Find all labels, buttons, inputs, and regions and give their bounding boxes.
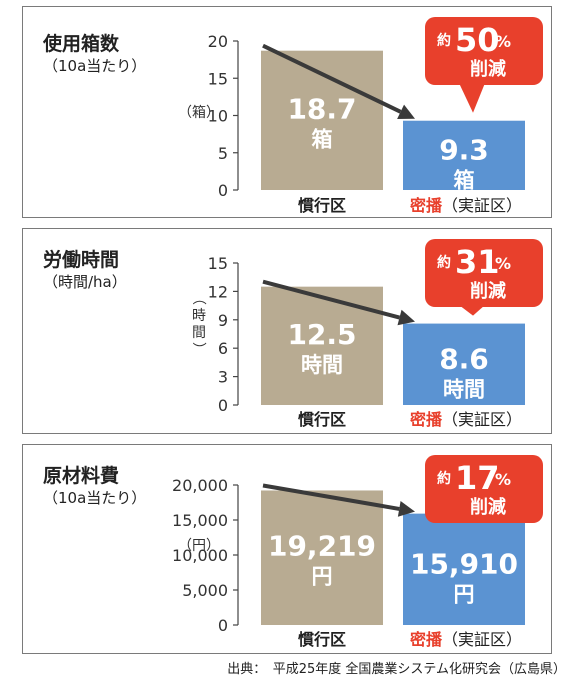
y-axis-label: （円） (178, 538, 220, 554)
callout-bubble (425, 239, 543, 307)
trend-arrow-head (397, 501, 415, 517)
category-label-dense: 密播（実証区） (409, 630, 522, 649)
y-axis-label: ） (190, 342, 206, 356)
chart-subtitle: （時間/ha） (43, 273, 127, 291)
chart-subtitle: （10a当たり） (43, 489, 147, 507)
data-label-dense: 15,910 (410, 547, 518, 580)
category-label-dense-rest: （実証区） (442, 410, 522, 429)
bar-conventional (261, 490, 383, 625)
callout-percent-value: 50 (455, 21, 500, 59)
trend-arrow-head (397, 104, 415, 119)
category-label-dense-rest: （実証区） (442, 196, 522, 215)
y-tick-label: 5,000 (182, 581, 228, 600)
y-tick-label: 3 (218, 368, 228, 387)
chart-title: 労働時間 (43, 249, 120, 271)
chart-panel-labor: 労働時間 （時間/ha） 0 3 6 9 12 15 （時間） 12.5 時間 8.6 時間約 31%… (22, 228, 552, 434)
y-tick-label: 6 (218, 339, 228, 358)
chart-title: 使用箱数 (43, 33, 120, 55)
data-label-dense: 8.6 (439, 342, 489, 375)
bar-dense-seeding (403, 120, 525, 190)
data-label-conventional: 18.7 (287, 92, 356, 125)
y-tick-label: 15,000 (172, 511, 228, 530)
callout-pointer (459, 305, 485, 316)
callout-pointer (459, 83, 485, 113)
unit-label-dense: 円 (454, 582, 475, 606)
callout-percent-sign: % (495, 254, 511, 273)
bar-dense-seeding (403, 513, 525, 625)
category-label-conventional: 慣行区 (297, 196, 346, 215)
y-tick-label: 5 (218, 144, 228, 163)
y-tick-label: 0 (218, 616, 228, 635)
data-label-dense: 9.3 (439, 133, 489, 166)
callout-text: 削減 (470, 496, 506, 518)
y-tick-label: 10 (208, 107, 228, 126)
y-axis-label: 時 (192, 308, 206, 324)
y-tick-label: 20 (208, 32, 228, 51)
callout-prefix: 約 (437, 254, 451, 271)
category-label-dense-rest: （実証区） (442, 630, 522, 649)
callout-prefix: 約 (437, 32, 451, 49)
unit-label-conventional: 円 (312, 565, 333, 589)
trend-arrow-line (262, 279, 401, 320)
chart-subtitle: （10a当たり） (43, 57, 147, 75)
chart-panel-materials: 原材料費 （10a当たり） 0 5,000 10,000 15,000 20,000 （円… (22, 444, 552, 654)
y-tick-label: 10,000 (172, 546, 228, 565)
callout-percent-value: 31 (455, 243, 500, 281)
category-label-dense-highlight: 密播 (409, 196, 443, 215)
callout-pointer (459, 505, 485, 521)
category-label-conventional: 慣行区 (297, 630, 346, 649)
source-note: 出典： 平成25年度 全国農業システム化研究会（広島県） (227, 662, 566, 677)
category-label-dense-highlight: 密播 (409, 410, 443, 429)
chart-title: 原材料費 (43, 465, 120, 487)
y-axis-label: （箱） (178, 105, 220, 121)
unit-label-dense: 箱 (454, 168, 475, 192)
y-tick-label: 20,000 (172, 476, 228, 495)
unit-label-dense: 時間 (443, 377, 485, 401)
trend-arrow-head (397, 309, 415, 326)
callout-bubble (425, 455, 543, 523)
data-label-conventional: 12.5 (287, 318, 356, 351)
data-label-conventional: 19,219 (268, 530, 376, 563)
bar-dense-seeding (403, 323, 525, 405)
y-tick-label: 9 (218, 311, 228, 330)
callout-bubble (425, 17, 543, 85)
callout-percent-value: 17 (455, 459, 500, 497)
y-tick-label: 15 (208, 69, 228, 88)
y-axis-label: （ (190, 291, 206, 305)
category-label-dense: 密播（実証区） (409, 410, 522, 429)
callout-text: 削減 (470, 280, 506, 302)
callout-text: 削減 (470, 58, 506, 80)
callout-prefix: 約 (437, 470, 451, 487)
chart-panel-boxes: 使用箱数 （10a当たり） 0 5 10 15 20 （箱） 18.7 箱 9.3 箱約 50% 削減… (22, 6, 552, 218)
y-tick-label: 12 (208, 282, 228, 301)
category-label-conventional: 慣行区 (297, 410, 346, 429)
category-label-dense-highlight: 密播 (409, 630, 443, 649)
callout-percent-sign: % (495, 470, 511, 489)
y-tick-label: 15 (208, 254, 228, 273)
callout-percent-sign: % (495, 32, 511, 51)
trend-arrow-line (262, 483, 400, 511)
trend-arrow-line (262, 43, 402, 114)
y-tick-label: 0 (218, 396, 228, 415)
y-tick-label: 0 (218, 181, 228, 200)
unit-label-conventional: 時間 (301, 353, 343, 377)
unit-label-conventional: 箱 (312, 127, 333, 151)
category-label-dense: 密播（実証区） (409, 196, 522, 215)
y-axis-label: 間 (192, 325, 206, 341)
